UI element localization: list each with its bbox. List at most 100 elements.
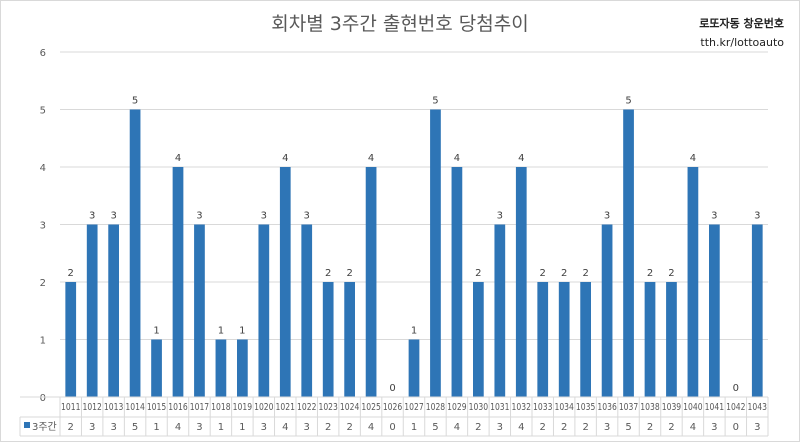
data-label: 2 bbox=[68, 268, 74, 279]
data-label: 1 bbox=[411, 326, 417, 337]
table-value: 4 bbox=[454, 422, 460, 433]
data-label: 0 bbox=[389, 383, 395, 394]
x-tick-label: 1027 bbox=[404, 402, 423, 413]
table-value: 3 bbox=[604, 422, 610, 433]
x-tick-label: 1038 bbox=[640, 402, 659, 413]
data-label: 4 bbox=[368, 153, 374, 164]
bar bbox=[601, 224, 613, 397]
bar bbox=[194, 224, 205, 397]
chart-title: 회차별 3주간 출현번호 당첨추이 bbox=[271, 13, 529, 35]
bar bbox=[709, 224, 720, 397]
table-value: 3 bbox=[261, 422, 267, 433]
data-label: 3 bbox=[304, 211, 310, 222]
x-tick-label: 1030 bbox=[469, 402, 488, 413]
table-value: 4 bbox=[368, 422, 374, 433]
data-label: 2 bbox=[325, 268, 331, 279]
table-value: 3 bbox=[754, 422, 760, 433]
table-value: 5 bbox=[625, 422, 631, 433]
x-tick-label: 1017 bbox=[190, 402, 209, 413]
x-tick-label: 1031 bbox=[490, 402, 509, 413]
bar bbox=[644, 282, 656, 397]
data-label: 4 bbox=[282, 153, 288, 164]
table-value: 2 bbox=[668, 422, 674, 433]
x-tick-label: 1025 bbox=[361, 402, 380, 413]
x-tick-label: 1033 bbox=[533, 402, 552, 413]
table-value: 5 bbox=[432, 422, 438, 433]
table-value: 3 bbox=[711, 422, 717, 433]
y-tick-label: 5 bbox=[40, 106, 46, 117]
brand-name: 로또자동 창운번호 bbox=[699, 17, 784, 30]
data-label: 2 bbox=[647, 268, 653, 279]
bar bbox=[558, 282, 570, 397]
x-tick-label: 1028 bbox=[426, 402, 445, 413]
x-tick-label: 1020 bbox=[254, 402, 273, 413]
table-value: 4 bbox=[518, 422, 524, 433]
x-tick-label: 1034 bbox=[554, 402, 573, 413]
bar bbox=[215, 339, 227, 397]
legend-label: 3주간 bbox=[32, 421, 57, 433]
table-value: 2 bbox=[346, 422, 352, 433]
x-tick-label: 1013 bbox=[104, 402, 123, 413]
data-label: 4 bbox=[454, 153, 460, 164]
table-value: 4 bbox=[282, 422, 288, 433]
legend-swatch bbox=[24, 422, 30, 428]
bar bbox=[301, 224, 313, 397]
y-tick-label: 3 bbox=[40, 221, 46, 232]
bar bbox=[86, 224, 98, 397]
bar bbox=[237, 339, 248, 397]
data-label: 3 bbox=[196, 211, 202, 222]
x-tick-label: 1012 bbox=[82, 402, 101, 413]
x-tick-label: 1022 bbox=[297, 402, 316, 413]
data-label: 3 bbox=[711, 211, 717, 222]
data-label: 3 bbox=[604, 211, 610, 222]
y-tick-label: 4 bbox=[40, 163, 46, 174]
x-tick-label: 1015 bbox=[147, 402, 166, 413]
bar bbox=[580, 282, 591, 397]
y-tick-label: 0 bbox=[40, 393, 46, 404]
table-value: 1 bbox=[153, 422, 159, 433]
x-tick-label: 1016 bbox=[168, 402, 187, 413]
data-label: 5 bbox=[432, 96, 438, 107]
table-value: 4 bbox=[175, 422, 181, 433]
data-label: 4 bbox=[690, 153, 696, 164]
x-tick-label: 1024 bbox=[340, 402, 359, 413]
x-tick-label: 1040 bbox=[683, 402, 702, 413]
y-tick-label: 2 bbox=[40, 278, 46, 289]
x-tick-label: 1021 bbox=[276, 402, 295, 413]
table-value: 3 bbox=[196, 422, 202, 433]
data-label: 2 bbox=[582, 268, 588, 279]
table-value: 0 bbox=[733, 422, 739, 433]
bar bbox=[151, 339, 162, 397]
x-tick-label: 1043 bbox=[748, 402, 767, 413]
x-tick-label: 1041 bbox=[705, 402, 724, 413]
table-value: 3 bbox=[89, 422, 95, 433]
table-value: 5 bbox=[132, 422, 138, 433]
bar bbox=[172, 167, 184, 397]
bar bbox=[666, 282, 677, 397]
data-label: 1 bbox=[239, 326, 245, 337]
bar bbox=[473, 282, 484, 397]
bar bbox=[65, 282, 77, 397]
x-tick-label: 1014 bbox=[125, 402, 144, 413]
table-value: 4 bbox=[690, 422, 696, 433]
x-tick-label: 1039 bbox=[662, 402, 681, 413]
table-value: 1 bbox=[218, 422, 224, 433]
x-tick-label: 1018 bbox=[211, 402, 230, 413]
table-value: 2 bbox=[68, 422, 74, 433]
bar bbox=[129, 109, 141, 397]
data-label: 3 bbox=[89, 211, 95, 222]
bar bbox=[537, 282, 549, 397]
y-tick-label: 6 bbox=[40, 48, 46, 59]
table-value: 2 bbox=[325, 422, 331, 433]
x-tick-label: 1011 bbox=[61, 402, 80, 413]
data-label: 1 bbox=[153, 326, 159, 337]
table-value: 1 bbox=[239, 422, 245, 433]
data-label: 2 bbox=[475, 268, 481, 279]
x-tick-label: 1023 bbox=[318, 402, 337, 413]
table-value: 2 bbox=[582, 422, 588, 433]
data-label: 3 bbox=[110, 211, 116, 222]
y-tick-label: 1 bbox=[40, 336, 46, 347]
x-tick-label: 1019 bbox=[233, 402, 252, 413]
bar bbox=[687, 167, 699, 397]
